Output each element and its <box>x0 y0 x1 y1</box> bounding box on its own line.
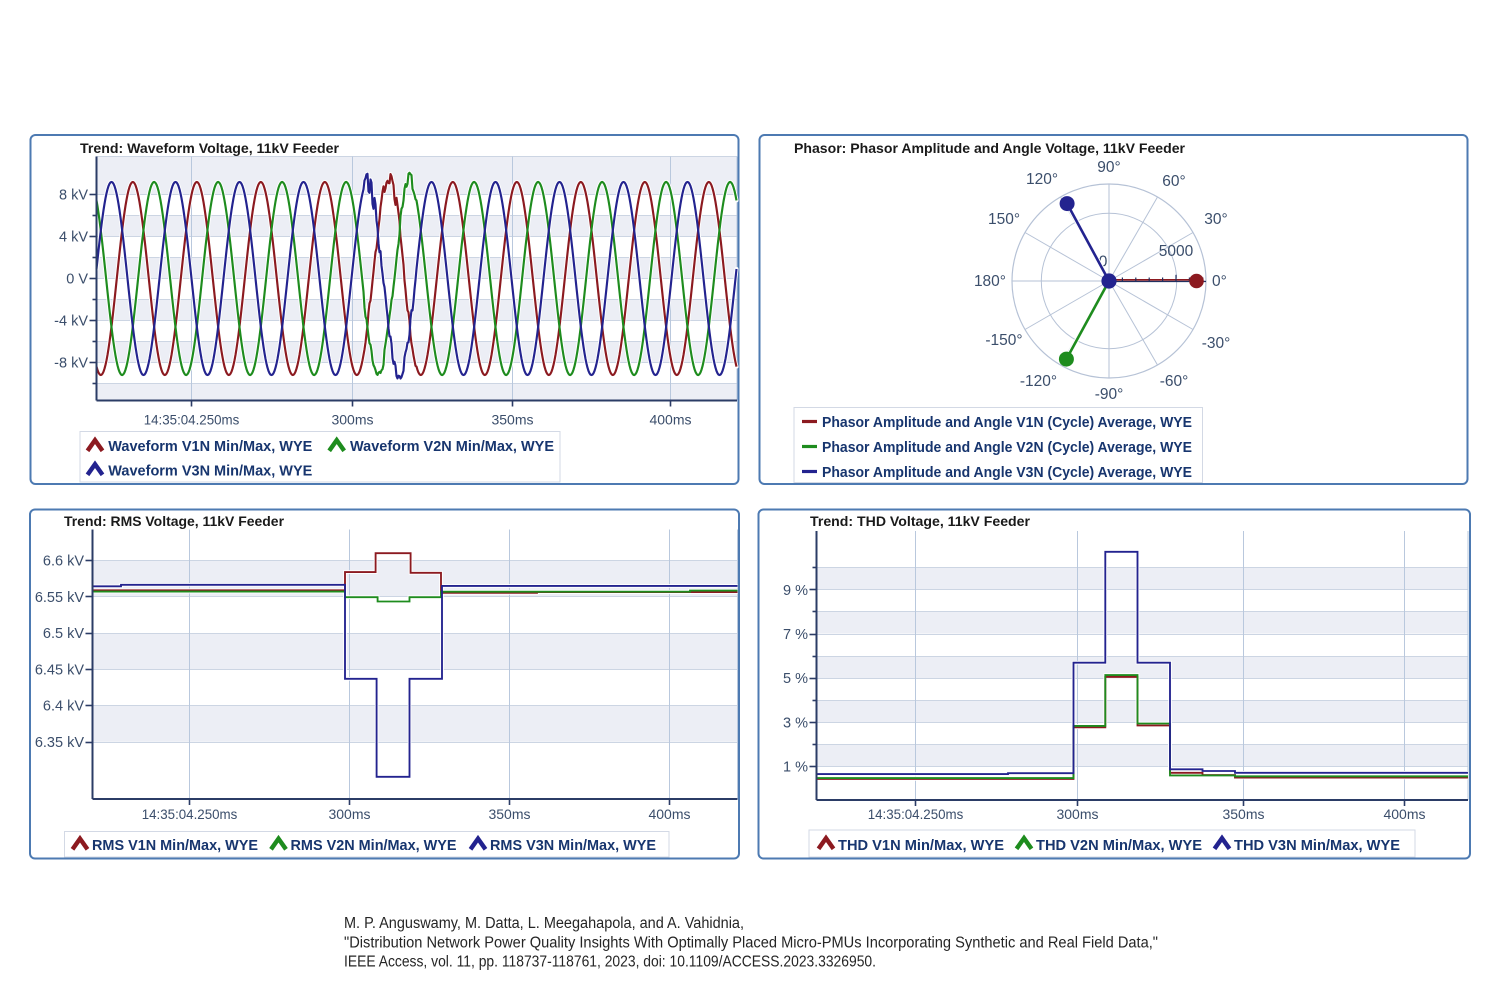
svg-text:400ms: 400ms <box>649 412 691 428</box>
svg-text:14:35:04.250ms: 14:35:04.250ms <box>142 806 238 822</box>
svg-text:60°: 60° <box>1162 173 1185 190</box>
svg-text:-30°: -30° <box>1202 335 1231 352</box>
svg-text:5000: 5000 <box>1159 243 1194 260</box>
svg-text:-120°: -120° <box>1020 373 1057 390</box>
svg-text:Waveform V2N Min/Max, WYE: Waveform V2N Min/Max, WYE <box>350 438 554 455</box>
svg-text:6.5 kV: 6.5 kV <box>43 626 84 642</box>
svg-text:THD V2N Min/Max, WYE: THD V2N Min/Max, WYE <box>1036 837 1202 854</box>
svg-text:Waveform V3N Min/Max, WYE: Waveform V3N Min/Max, WYE <box>108 463 312 480</box>
svg-text:90°: 90° <box>1097 159 1120 176</box>
svg-text:14:35:04.250ms: 14:35:04.250ms <box>144 412 240 428</box>
svg-text:350ms: 350ms <box>1222 806 1264 822</box>
svg-text:4 kV: 4 kV <box>59 230 88 246</box>
svg-text:350ms: 350ms <box>488 806 530 822</box>
svg-text:Trend: THD Voltage, 11kV Feede: Trend: THD Voltage, 11kV Feeder <box>810 513 1031 529</box>
svg-text:Phasor: Phasor Amplitude and A: Phasor: Phasor Amplitude and Angle Volta… <box>794 140 1186 156</box>
svg-text:6.55 kV: 6.55 kV <box>35 590 84 606</box>
svg-text:M. P. Anguswamy, M. Datta, L.: M. P. Anguswamy, M. Datta, L. Meegahapol… <box>344 915 744 932</box>
svg-text:300ms: 300ms <box>328 806 370 822</box>
svg-text:6.45 kV: 6.45 kV <box>35 662 84 678</box>
svg-text:-60°: -60° <box>1160 373 1189 390</box>
svg-text:5 %: 5 % <box>783 671 808 687</box>
svg-text:Waveform V1N Min/Max, WYE: Waveform V1N Min/Max, WYE <box>108 438 312 455</box>
svg-text:150°: 150° <box>988 211 1020 228</box>
svg-text:9 %: 9 % <box>783 583 808 599</box>
svg-text:300ms: 300ms <box>1056 806 1098 822</box>
svg-text:Phasor Amplitude and Angle V2N: Phasor Amplitude and Angle V2N (Cycle) A… <box>822 440 1192 456</box>
svg-text:1 %: 1 % <box>783 760 808 776</box>
svg-text:IEEE Access, vol. 11, pp. 1187: IEEE Access, vol. 11, pp. 118737-118761,… <box>344 954 876 971</box>
svg-text:6.6 kV: 6.6 kV <box>43 554 84 570</box>
svg-text:6.4 kV: 6.4 kV <box>43 699 84 715</box>
svg-text:300ms: 300ms <box>331 412 373 428</box>
svg-text:RMS V3N Min/Max, WYE: RMS V3N Min/Max, WYE <box>490 837 656 854</box>
svg-text:8 kV: 8 kV <box>59 188 88 204</box>
svg-text:-90°: -90° <box>1095 386 1124 403</box>
svg-text:3 %: 3 % <box>783 715 808 731</box>
svg-text:0°: 0° <box>1212 273 1227 290</box>
svg-text:7 %: 7 % <box>783 627 808 643</box>
svg-text:-150°: -150° <box>985 332 1022 349</box>
svg-text:400ms: 400ms <box>1383 806 1425 822</box>
svg-text:Phasor Amplitude and Angle V3N: Phasor Amplitude and Angle V3N (Cycle) A… <box>822 465 1192 481</box>
svg-text:350ms: 350ms <box>491 412 533 428</box>
svg-text:-8 kV: -8 kV <box>54 356 88 372</box>
svg-text:RMS V2N Min/Max, WYE: RMS V2N Min/Max, WYE <box>291 837 457 854</box>
svg-text:30°: 30° <box>1204 211 1227 228</box>
svg-text:14:35:04.250ms: 14:35:04.250ms <box>868 806 964 822</box>
svg-text:RMS V1N Min/Max, WYE: RMS V1N Min/Max, WYE <box>92 837 258 854</box>
svg-text:Trend: RMS Voltage, 11kV Feede: Trend: RMS Voltage, 11kV Feeder <box>64 513 285 529</box>
svg-text:0: 0 <box>1099 254 1108 271</box>
svg-text:120°: 120° <box>1026 171 1058 188</box>
svg-text:6.35 kV: 6.35 kV <box>35 735 84 751</box>
svg-text:Trend: Waveform Voltage, 11kV: Trend: Waveform Voltage, 11kV Feeder <box>80 140 340 156</box>
svg-text:400ms: 400ms <box>648 806 690 822</box>
svg-text:THD V1N Min/Max, WYE: THD V1N Min/Max, WYE <box>838 837 1004 854</box>
svg-text:-4 kV: -4 kV <box>54 314 88 330</box>
svg-text:THD V3N Min/Max, WYE: THD V3N Min/Max, WYE <box>1234 837 1400 854</box>
svg-text:0 V: 0 V <box>66 272 88 288</box>
svg-text:Phasor Amplitude and Angle V1N: Phasor Amplitude and Angle V1N (Cycle) A… <box>822 415 1192 431</box>
svg-text:"Distribution Network Power Qu: "Distribution Network Power Quality Insi… <box>344 935 1158 952</box>
svg-text:180°: 180° <box>974 273 1006 290</box>
